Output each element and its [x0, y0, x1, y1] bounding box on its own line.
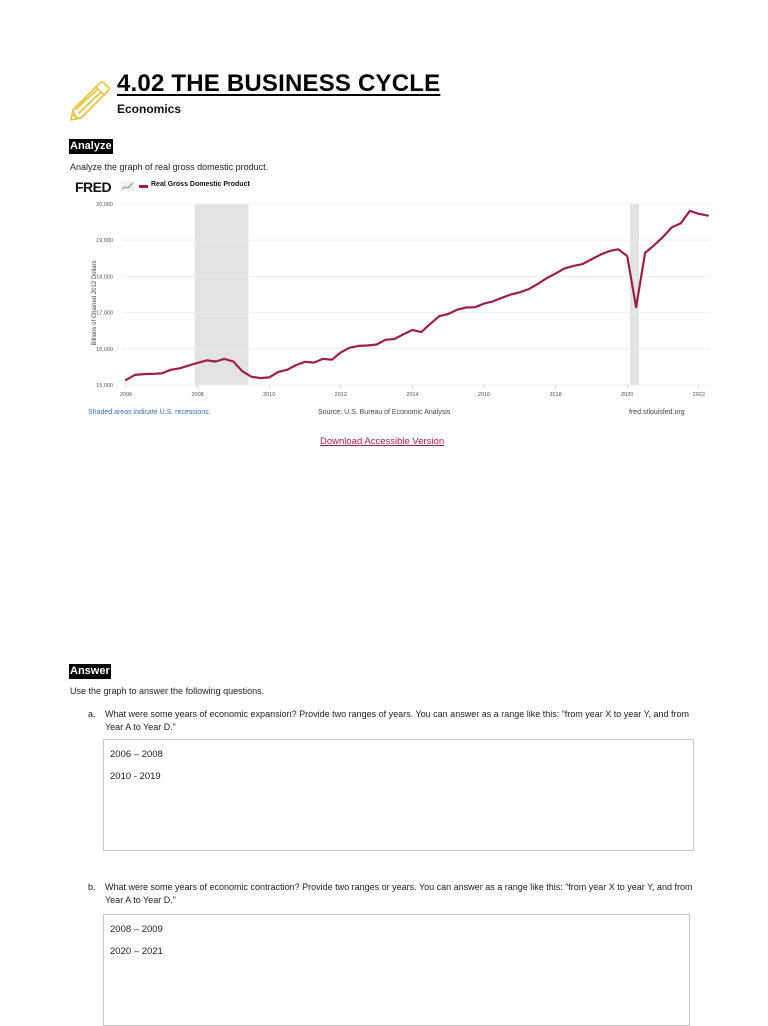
x-tick-label: 2010: [263, 392, 275, 398]
y-tick-label: 17,000: [96, 311, 113, 317]
answer-line: 2010 - 2019: [110, 771, 161, 782]
answer-label: Answer: [69, 664, 111, 679]
legend-label: Real Gross Domestic Product: [151, 181, 250, 188]
chart-gridlines: [122, 203, 710, 386]
x-tick-label: 2006: [120, 392, 132, 398]
answer-box-a[interactable]: 2006 – 2008 2010 - 2019: [103, 739, 694, 851]
chart-source: Source: U.S. Bureau of Economic Analysis: [318, 409, 451, 416]
recession-note: Shaded areas indicate U.S. recessions.: [88, 409, 211, 416]
page-subtitle: Economics: [117, 102, 182, 116]
question-text: What were some years of economic contrac…: [105, 882, 693, 905]
y-tick-label: 15,000: [96, 383, 113, 389]
y-axis-ticks: 15,000 16,000 17,000 18,000 19,000 20,000: [96, 202, 113, 389]
question-text: What were some years of economic expansi…: [105, 709, 689, 732]
gdp-line-chart: 15,000 16,000 17,000 18,000 19,000 20,000 200…: [96, 202, 710, 398]
answer-line: 2008 – 2009: [110, 924, 163, 935]
answer-instruction: Use the graph to answer the following qu…: [70, 686, 265, 696]
analyze-label: Analyze: [69, 139, 113, 154]
fred-logo: FRED: [75, 179, 112, 195]
fred-site[interactable]: fred.stlouisfed.org: [629, 409, 685, 416]
answer-box-b[interactable]: 2008 – 2009 2020 – 2021: [103, 914, 690, 1026]
x-tick-label: 2016: [478, 392, 490, 398]
answer-line: 2020 – 2021: [110, 946, 163, 957]
question-marker: b.: [88, 882, 96, 892]
recession-band: [194, 204, 249, 385]
x-axis-ticks: 2006 2008 2010 2012 2014 2016 2018 2020 2022: [120, 385, 705, 398]
x-tick-label: 2020: [621, 392, 633, 398]
recession-shading: [194, 204, 640, 385]
question-marker: a.: [88, 709, 96, 719]
y-tick-label: 20,000: [96, 202, 113, 208]
answer-line: 2006 – 2008: [110, 749, 163, 760]
x-tick-label: 2012: [335, 392, 347, 398]
legend-swatch: [139, 185, 148, 188]
y-tick-label: 16,000: [96, 347, 113, 353]
x-tick-label: 2014: [406, 392, 418, 398]
x-tick-label: 2018: [549, 392, 561, 398]
gdp-series-line: [124, 209, 709, 381]
y-tick-label: 18,000: [96, 274, 113, 280]
question-a: a. What were some years of economic expa…: [88, 708, 718, 736]
x-tick-label: 2022: [693, 392, 705, 398]
y-tick-label: 19,000: [96, 238, 113, 244]
x-tick-label: 2008: [191, 392, 203, 398]
page-title: 4.02 THE BUSINESS CYCLE: [117, 70, 441, 97]
pencil-icon: [70, 81, 110, 121]
question-b: b. What were some years of economic cont…: [88, 881, 718, 909]
fred-chart-icon: [121, 181, 134, 191]
download-accessible-version-link[interactable]: Download Accessible Version: [320, 436, 445, 447]
analyze-instruction: Analyze the graph of real gross domestic…: [70, 162, 269, 172]
